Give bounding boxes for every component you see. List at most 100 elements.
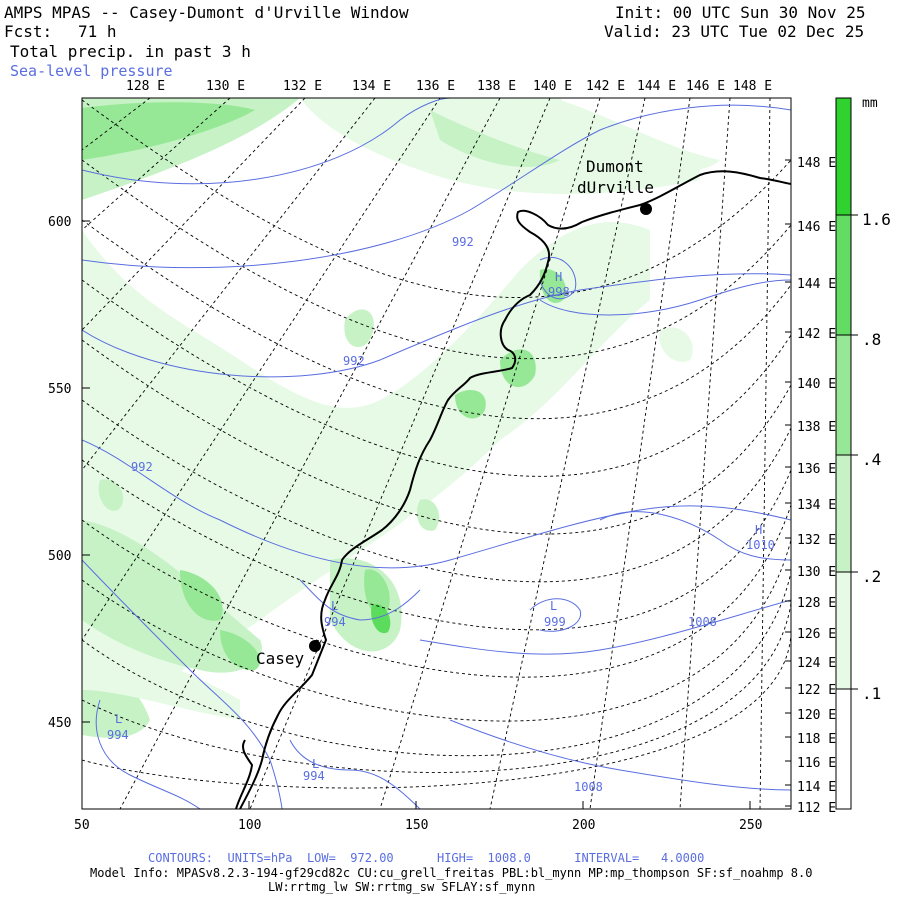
isobar [449,719,791,791]
meridian-line [679,98,731,809]
parallel-line [82,99,791,298]
top-axis-label: 144 E [637,79,676,94]
right-axis-label: 142 E [797,327,836,342]
init-time: Init: 00 UTC Sun 30 Nov 25 [615,3,866,22]
colorbar-label-0-8: .8 [862,330,881,349]
low-center-label: L [115,712,122,726]
parallel-line [82,459,791,631]
right-axis-label: 124 E [797,656,836,671]
right-axis-label: 120 E [797,708,836,723]
high-center-label: H [755,523,762,537]
right-axis-label: 130 E [797,565,836,580]
right-axis-label: 146 E [797,220,836,235]
bottom-axis-label: 150 [405,818,428,833]
isobar [539,256,577,300]
left-axis-label: 450 [48,716,71,731]
dumont-durville-marker [640,203,652,215]
precip-area [82,640,240,720]
right-axis-label: 148 E [797,156,836,171]
parallel-line [82,571,791,757]
top-axis-label: 142 E [586,79,625,94]
contour-label: 1008 [688,615,717,629]
bottom-axis-label: 200 [572,818,595,833]
isobar [82,439,791,569]
top-axis-label: 140 E [533,79,572,94]
coast-path [239,170,791,809]
contour-label: 1010 [746,538,775,552]
isobar [299,579,421,621]
top-axis-label: 128 E [126,79,165,94]
isobar [95,699,201,809]
colorbar-label-0-4: .4 [862,450,881,469]
map-frame [81,97,792,810]
precip-area [430,110,560,168]
parallel-line [82,159,791,360]
meridian-line [489,98,646,809]
top-axis-label: 138 E [477,79,516,94]
contour-label: 994 [303,769,325,783]
isobar [599,511,791,561]
parallel-line [82,504,791,678]
colorbar-unit: mm [862,96,878,111]
right-axis-label: 114 E [797,780,836,795]
low-center-label: L [550,599,557,613]
meridian-line [249,98,551,809]
isobar [82,559,283,809]
top-axis-label: 136 E [416,79,455,94]
contour-label: 1008 [574,780,603,794]
field-name: Total precip. in past 3 h [10,42,251,61]
right-axis-label: 134 E [797,498,836,513]
contour-label: 998 [548,285,570,299]
overlay-name: Sea-level pressure [10,62,173,80]
precip-area [344,309,374,347]
precip-area [82,520,262,673]
parallel-line [82,539,791,722]
precip-area [371,604,391,634]
isobar [82,104,791,269]
right-axis-label: 132 E [797,533,836,548]
colorbar-segment [836,215,851,335]
left-axis: 600 550 500 450 [48,215,71,731]
right-axis-label: 116 E [797,756,836,771]
high-center-label: H [555,270,562,284]
right-axis: 148 E 146 E 144 E 142 E 140 E 138 E 136 … [797,156,836,816]
meridian-line [82,98,151,151]
colorbar-segment [836,455,851,572]
contour-info: CONTOURS: UNITS=hPa LOW= 972.00 HIGH= 10… [148,851,705,865]
right-axis-label: 126 E [797,627,836,642]
right-axis-label: 136 E [797,462,836,477]
isobar [529,598,582,632]
colorbar-segment [836,689,851,809]
right-axis-label: 112 E [797,801,836,816]
right-axis-label: 128 E [797,596,836,611]
top-axis-label: 130 E [206,79,245,94]
contour-labels: 992 992 992 998 994 999 1008 1010 994 99… [107,235,775,794]
model-info-2: LW:rrtmg_lw SW:rrtmg_sw SFLAY:sf_mynn [268,880,536,894]
meridian-line [379,98,601,809]
isobar [82,98,451,185]
pressure-contours [82,98,791,809]
coast-path [235,739,254,809]
forecast-label: Fcst: [4,22,53,41]
parallel-line [82,279,791,477]
parallel-line [82,399,791,583]
right-axis-label: 138 E [797,420,836,435]
colorbar-segment [836,572,851,689]
station-markers [309,203,652,652]
casey-label: Casey [256,649,305,668]
precip-area [98,479,124,511]
precip-area [455,390,486,419]
durville-label: dUrville [577,178,654,197]
left-axis-label: 600 [48,215,71,230]
parallel-line [82,633,791,789]
precip-area [180,570,223,621]
precip-area [659,327,693,362]
precip-area [560,100,720,171]
colorbar-frame [835,97,852,810]
coastline [235,170,791,809]
isobar [539,279,791,316]
meridian-line [82,98,376,471]
valid-time: Valid: 23 UTC Tue 02 Dec 25 [604,22,865,41]
contour-label: 999 [544,615,566,629]
